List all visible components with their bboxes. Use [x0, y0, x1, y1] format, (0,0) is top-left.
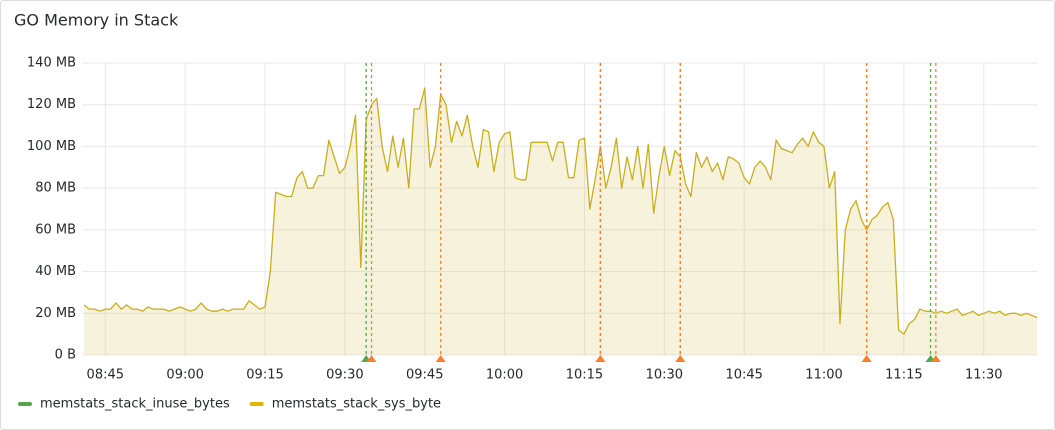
- x-tick-label: 11:30: [965, 368, 1002, 383]
- annotation-marker: [861, 355, 872, 362]
- x-tick-label: 11:00: [805, 368, 842, 383]
- y-tick-label: 60 MB: [35, 222, 76, 237]
- x-tick-label: 09:00: [166, 368, 203, 383]
- x-tick-label: 10:00: [486, 368, 523, 383]
- legend-swatch: [18, 402, 32, 406]
- annotation-marker: [435, 355, 446, 362]
- chart-title: GO Memory in Stack: [14, 11, 179, 30]
- y-tick-label: 20 MB: [35, 306, 76, 321]
- x-tick-label: 10:30: [646, 368, 683, 383]
- annotation-marker: [675, 355, 686, 362]
- y-tick-label: 100 MB: [27, 139, 76, 154]
- series-area: [84, 88, 1037, 355]
- x-tick-label: 10:45: [725, 368, 762, 383]
- series-line: [83, 87, 1038, 335]
- annotation-marker: [595, 355, 606, 362]
- y-tick-label: 40 MB: [35, 264, 76, 279]
- legend-label: memstats_stack_sys_byte: [272, 397, 441, 412]
- x-tick-label: 09:45: [406, 368, 443, 383]
- x-tick-label: 09:30: [326, 368, 363, 383]
- legend-label: memstats_stack_inuse_bytes: [40, 397, 230, 412]
- y-tick-label: 140 MB: [27, 56, 76, 71]
- x-tick-label: 09:15: [246, 368, 283, 383]
- annotation-marker: [366, 355, 377, 362]
- y-tick-label: 120 MB: [27, 97, 76, 112]
- x-tick-label: 11:15: [885, 368, 922, 383]
- x-tick-label: 10:15: [566, 368, 603, 383]
- y-tick-label: 0 B: [55, 348, 76, 363]
- x-tick-label: 08:45: [87, 368, 124, 383]
- legend-swatch: [249, 402, 264, 406]
- y-tick-label: 80 MB: [35, 181, 76, 196]
- annotation-marker: [930, 355, 941, 362]
